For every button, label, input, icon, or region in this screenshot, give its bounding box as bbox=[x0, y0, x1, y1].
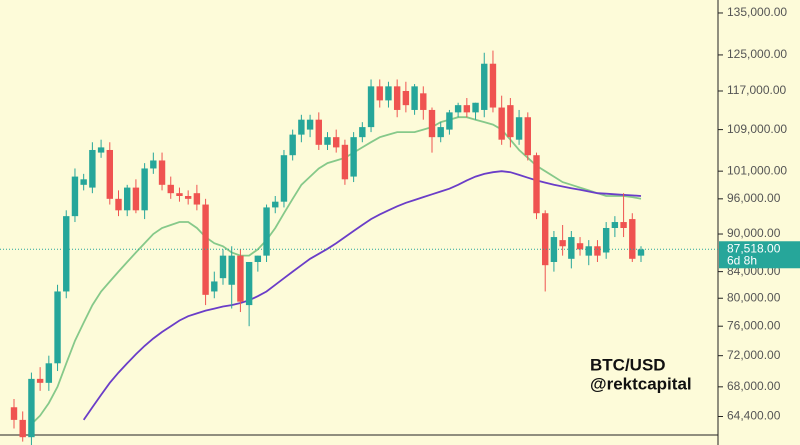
candle-body bbox=[359, 127, 366, 138]
candle-body bbox=[507, 105, 514, 138]
y-tick-label: 76,000.00 bbox=[727, 318, 781, 332]
y-tick-label: 68,000.00 bbox=[727, 379, 781, 393]
candle-body bbox=[376, 86, 383, 101]
last-price-box bbox=[719, 241, 800, 269]
candle-body bbox=[620, 222, 627, 228]
candle-body bbox=[585, 246, 592, 256]
candle-body bbox=[80, 179, 87, 185]
candle-body bbox=[124, 187, 131, 211]
candle-body bbox=[341, 144, 349, 180]
candle-body bbox=[550, 237, 558, 262]
candle-body bbox=[19, 419, 26, 438]
y-tick-label: 135,000.00 bbox=[727, 5, 787, 19]
candle-body bbox=[481, 63, 488, 110]
candle-body bbox=[254, 255, 262, 262]
candle-body bbox=[141, 168, 148, 211]
candle-body bbox=[36, 378, 44, 383]
candle-body bbox=[158, 160, 166, 185]
candle-body bbox=[568, 237, 575, 259]
candle-body bbox=[280, 155, 288, 202]
candle-body bbox=[393, 86, 401, 110]
candle-body bbox=[272, 201, 279, 208]
candle-body bbox=[454, 105, 462, 113]
candle-body bbox=[193, 193, 201, 205]
candle-body bbox=[420, 93, 427, 110]
candle-body bbox=[463, 105, 471, 113]
y-tick-label: 96,000.00 bbox=[727, 191, 781, 205]
y-tick-label: 64,400.00 bbox=[727, 409, 781, 423]
candle-body bbox=[385, 86, 392, 101]
y-tick-label: 80,000.00 bbox=[727, 290, 781, 304]
candle-body bbox=[324, 137, 331, 145]
candle-body bbox=[28, 378, 35, 438]
candle-body bbox=[97, 147, 105, 153]
candle-body bbox=[202, 204, 209, 295]
y-tick-label: 125,000.00 bbox=[727, 47, 787, 61]
candle-body bbox=[542, 213, 549, 266]
last-price-label: 87,518.00 bbox=[727, 241, 781, 255]
candle-body bbox=[71, 176, 79, 217]
candle-body bbox=[54, 291, 61, 364]
candle-body bbox=[219, 255, 227, 279]
moving-average-line bbox=[30, 116, 642, 425]
candle-body bbox=[184, 196, 192, 199]
candle-body bbox=[411, 86, 418, 110]
candle-body bbox=[576, 243, 584, 250]
candle-body bbox=[115, 198, 122, 211]
candle-body bbox=[333, 137, 340, 148]
candle-body bbox=[237, 255, 244, 302]
watermark-symbol: BTC/USD bbox=[590, 355, 666, 374]
candle-body bbox=[437, 127, 444, 138]
candle-body bbox=[629, 219, 636, 259]
candle-body bbox=[472, 102, 479, 113]
candle-body bbox=[263, 207, 270, 256]
candle-body bbox=[167, 184, 174, 194]
moving-average-line bbox=[82, 170, 642, 421]
candle-body bbox=[498, 107, 505, 140]
candle-body bbox=[428, 109, 436, 138]
candle-body bbox=[637, 249, 645, 256]
candle-body bbox=[350, 137, 357, 177]
candle-body bbox=[402, 90, 410, 106]
candle-body bbox=[524, 117, 531, 156]
candle-body bbox=[45, 363, 53, 383]
candle-body bbox=[367, 86, 375, 128]
candle-body bbox=[211, 281, 218, 292]
candle-body bbox=[515, 117, 523, 140]
y-tick-label: 109,000.00 bbox=[727, 122, 787, 136]
candle-body bbox=[106, 149, 113, 199]
candle-body bbox=[228, 255, 235, 285]
candle-body bbox=[298, 119, 305, 135]
watermark-author: @rektcapital bbox=[590, 374, 692, 393]
candle-body bbox=[89, 149, 96, 188]
candle-body bbox=[10, 407, 18, 420]
candle-body bbox=[446, 112, 453, 130]
y-tick-label: 90,000.00 bbox=[727, 226, 781, 240]
candle-body bbox=[289, 134, 296, 156]
candle-body bbox=[245, 261, 253, 306]
candle-body bbox=[132, 187, 140, 211]
candle-body bbox=[315, 119, 322, 145]
candle-body bbox=[533, 155, 540, 214]
candle-body bbox=[611, 222, 619, 228]
candle-body bbox=[602, 227, 610, 253]
candle-body bbox=[559, 240, 566, 247]
y-tick-label: 117,000.00 bbox=[727, 83, 786, 97]
y-tick-label: 72,000.00 bbox=[727, 348, 781, 362]
y-tick-label: 101,000.00 bbox=[727, 163, 787, 177]
candle-body bbox=[176, 193, 183, 197]
candle-body bbox=[489, 63, 497, 108]
candle-body bbox=[306, 119, 314, 130]
countdown-label: 6d 8h bbox=[727, 253, 757, 267]
candle-body bbox=[594, 246, 601, 256]
candle-body bbox=[63, 216, 70, 292]
candle-body bbox=[150, 160, 157, 169]
